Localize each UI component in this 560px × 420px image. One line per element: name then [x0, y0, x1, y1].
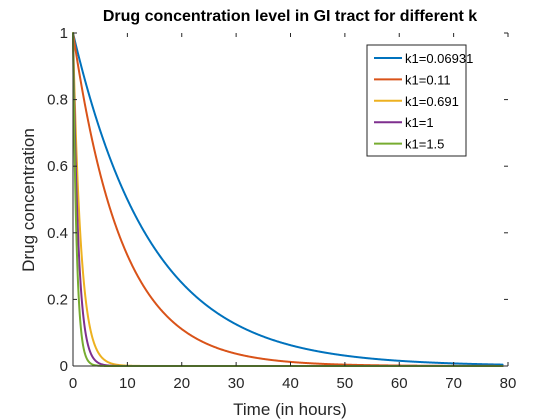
y-tick-label: 0.8 [47, 92, 68, 109]
legend: k1=0.06931 k1=0.11 k1=0.691 k1=1 k1=1.5 [366, 44, 473, 157]
y-tick-label: 0.6 [47, 158, 68, 175]
y-tick-label: 0.4 [47, 225, 68, 242]
y-tick-label: 0.2 [47, 291, 68, 308]
legend-label-2: k1=0.11 [405, 72, 451, 87]
x-axis-ticks: 0 10 20 30 40 50 60 70 80 [69, 33, 517, 392]
x-tick-label: 80 [500, 375, 517, 392]
y-tick-label: 1 [60, 25, 68, 42]
y-tick-label: 0 [60, 358, 68, 375]
x-tick-label: 20 [173, 375, 190, 392]
legend-label-4: k1=1 [405, 115, 434, 130]
series-line-1 [72, 32, 504, 366]
x-tick-label: 0 [69, 375, 77, 392]
x-tick-label: 70 [445, 375, 462, 392]
x-tick-label: 50 [337, 375, 354, 392]
x-tick-label: 60 [391, 375, 408, 392]
y-axis-label: Drug concentration [19, 128, 38, 272]
x-axis-label: Time (in hours) [233, 400, 347, 419]
legend-label-1: k1=0.06931 [405, 51, 473, 66]
x-tick-label: 30 [228, 375, 245, 392]
x-tick-label: 40 [282, 375, 299, 392]
x-tick-label: 10 [119, 375, 136, 392]
chart-title: Drug concentration level in GI tract for… [103, 8, 477, 25]
y-axis-ticks: 0 0.2 0.4 0.6 0.8 1 [47, 25, 508, 375]
legend-label-3: k1=0.691 [405, 94, 459, 109]
legend-label-5: k1=1.5 [405, 137, 444, 152]
